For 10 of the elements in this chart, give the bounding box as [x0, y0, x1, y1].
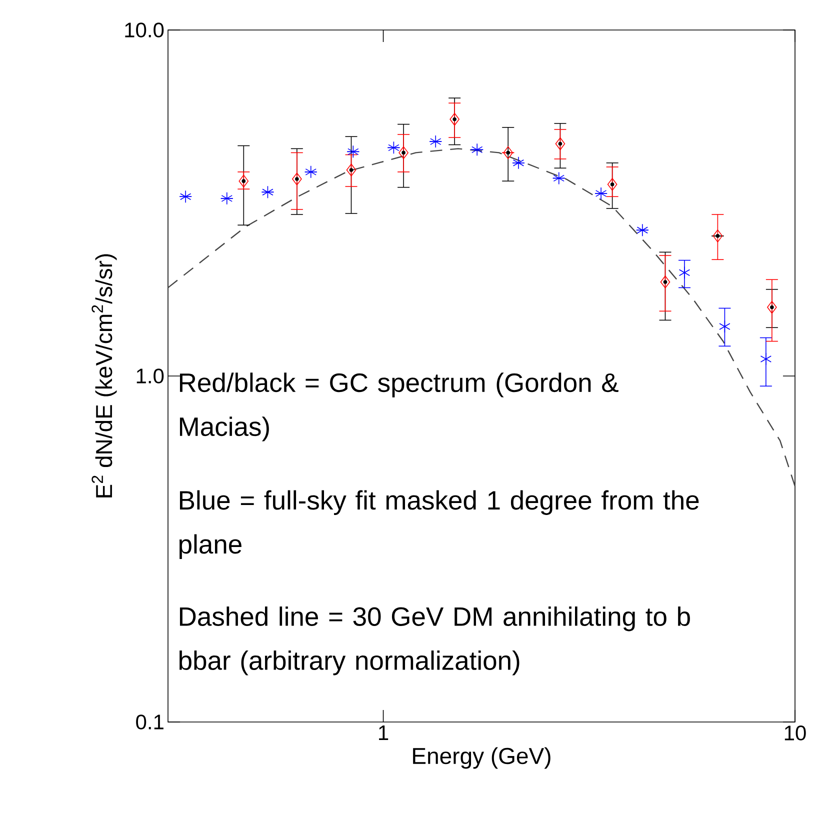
annotation: Blue = full-sky fit masked 1 degree from the plane: [180, 490, 699, 559]
annotation: Red/black = GC spectrum (Gordon & Macias): [180, 372, 618, 442]
y-tick-label: 1.0: [136, 368, 164, 384]
annotation: Dashed line = 30 GeV DM annihilating to b bbar (arbitrary normalization): [180, 606, 690, 676]
x-axis-title: Energy (GeV): [413, 747, 550, 769]
y-tick-label: 0.1: [136, 714, 164, 730]
x-tick-label: 1: [379, 726, 388, 740]
y-axis-title: E$^{2}$ dN/dE (keV/cm$^{2}$/s/sr): [92, 254, 117, 498]
y-tick-label: 10.0: [125, 22, 164, 38]
x-tick-label: 10: [784, 726, 806, 740]
